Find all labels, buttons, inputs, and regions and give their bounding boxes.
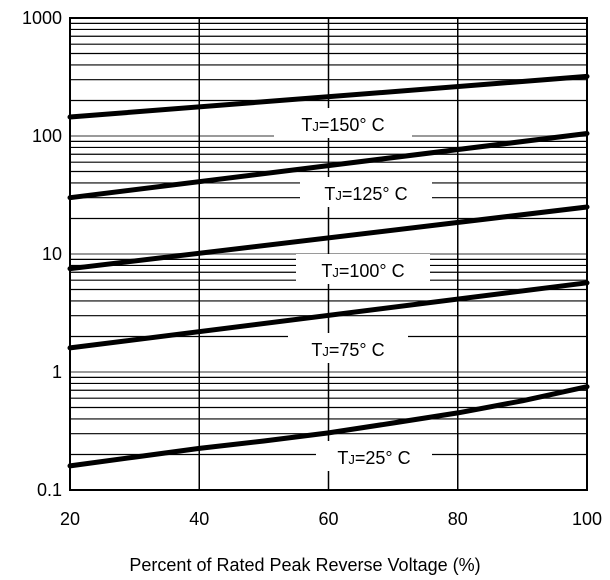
series-labels: TJ=150° C TJ=125° C TJ=100° C TJ=75° C TJ=25… — [274, 108, 432, 471]
series-label: TJ=125° C — [324, 184, 407, 204]
y-tick-label: 0.1 — [37, 480, 62, 500]
series-label-background — [316, 441, 432, 471]
y-tick-label: 100 — [32, 126, 62, 146]
y-tick-label: 1 — [52, 362, 62, 382]
series-line — [67, 204, 590, 272]
series-label: TJ=100° C — [321, 261, 404, 281]
series-label: TJ=75° C — [311, 340, 384, 360]
series-label-background — [296, 254, 430, 284]
series-label-background — [288, 333, 408, 363]
plot-frame — [69, 17, 588, 491]
x-axis-label: Percent of Rated Peak Reverse Voltage (%… — [129, 555, 480, 575]
series-line — [67, 73, 590, 120]
series-line — [67, 384, 590, 469]
tick-labels: 20 40 60 80 100 0.1 1 10 100 1000 — [22, 8, 602, 529]
x-tick-label: 100 — [572, 509, 602, 529]
series-line — [67, 280, 590, 351]
series-label-background — [300, 177, 432, 207]
series-lines — [67, 73, 590, 469]
series-line — [67, 131, 590, 201]
series-label-background — [274, 108, 412, 138]
x-tick-label: 40 — [189, 509, 209, 529]
x-tick-label: 80 — [448, 509, 468, 529]
x-tick-label: 60 — [318, 509, 338, 529]
series-label: TJ=25° C — [337, 448, 410, 468]
x-tick-label: 20 — [60, 509, 80, 529]
y-tick-label: 10 — [42, 244, 62, 264]
y-tick-label: 1000 — [22, 8, 62, 28]
series-label: TJ=150° C — [301, 115, 384, 135]
